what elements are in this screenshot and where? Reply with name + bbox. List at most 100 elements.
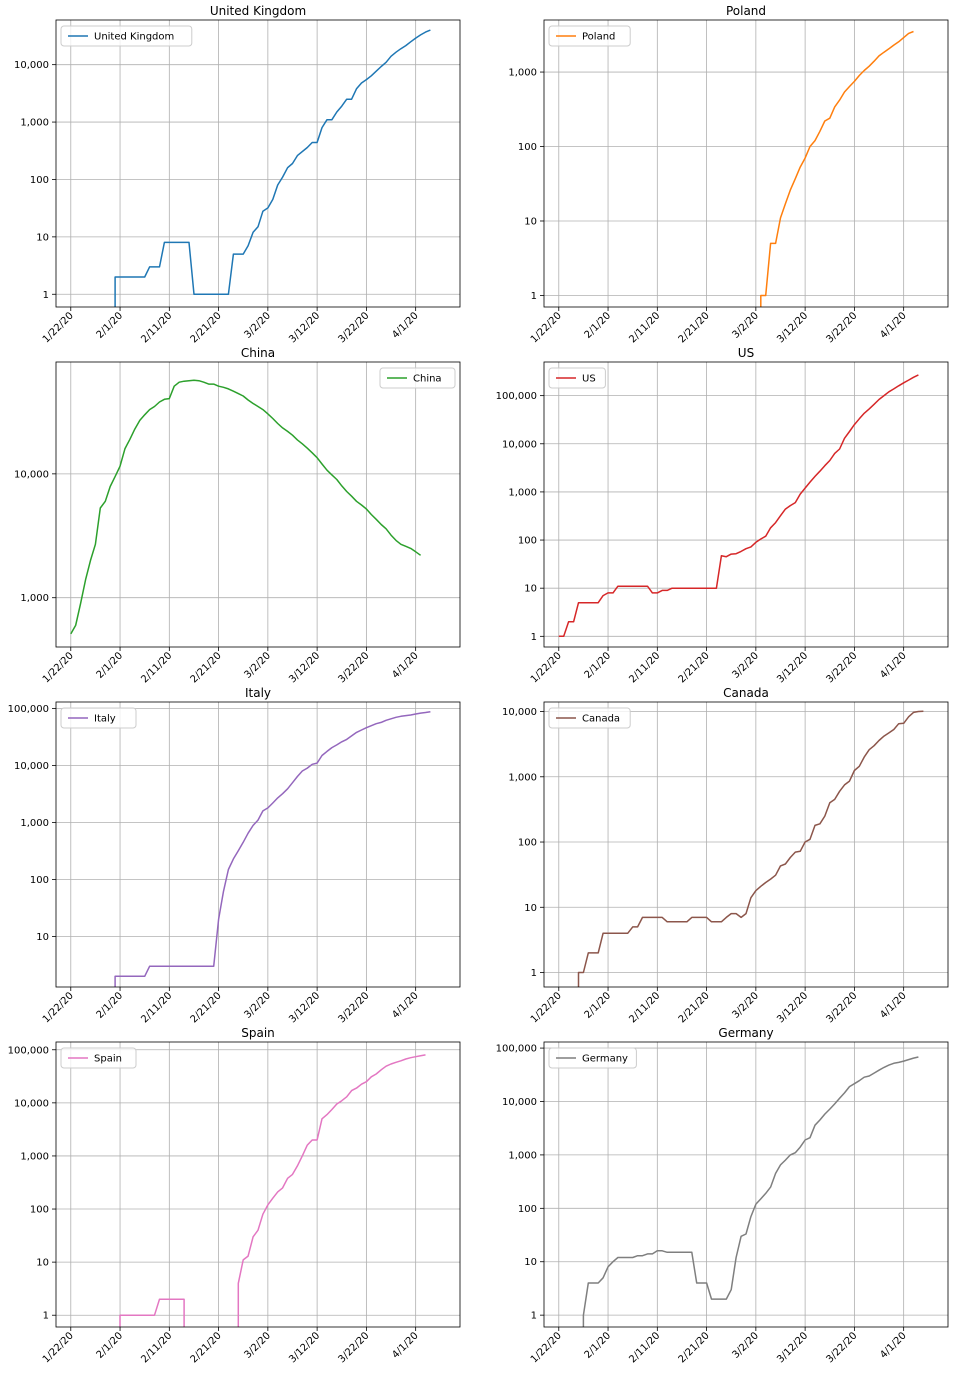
y-tick-label: 1 xyxy=(43,290,49,301)
x-tick-label: 2/11/20 xyxy=(139,310,174,345)
legend-box xyxy=(548,367,606,389)
legend-label: Germany xyxy=(582,1054,628,1065)
y-tick-label: 10,000 xyxy=(14,469,49,480)
x-tick-label: 1/22/20 xyxy=(41,1330,76,1365)
chart-panel-1: 1/22/20 2/1/20 2/11/20 2/21/20 3/2/20 3/12/20… xyxy=(508,4,949,345)
y-tick-label: 1 xyxy=(531,968,537,979)
x-tick-label: 2/1/20 xyxy=(583,310,614,341)
legend: Spain xyxy=(60,1047,137,1069)
x-tick-label: 2/11/20 xyxy=(139,990,174,1025)
chart-title: Spain xyxy=(241,1026,275,1040)
legend-box xyxy=(379,367,456,389)
x-tick-label: 1/22/20 xyxy=(41,990,76,1025)
x-tick-label: 2/21/20 xyxy=(189,310,224,345)
x-tick-label: 2/11/20 xyxy=(627,990,662,1025)
x-tick-label: 3/12/20 xyxy=(775,650,810,685)
legend-label: US xyxy=(582,374,596,385)
x-tick-label: 3/12/20 xyxy=(287,1330,322,1365)
x-tick-label: 1/22/20 xyxy=(529,990,564,1025)
x-tick-label: 2/11/20 xyxy=(627,310,662,345)
y-tick-label: 100 xyxy=(30,175,49,186)
legend: Poland xyxy=(548,25,631,47)
y-tick-label: 10,000 xyxy=(14,60,49,71)
x-tick-label: 4/1/20 xyxy=(878,1330,909,1361)
y-tick-label: 10,000 xyxy=(14,761,49,772)
x-tick-label: 1/22/20 xyxy=(529,310,564,345)
series-line-poland xyxy=(760,30,914,307)
y-tick-label: 10 xyxy=(36,1258,49,1269)
plot-area xyxy=(56,20,460,307)
x-tick-label: 2/21/20 xyxy=(189,1330,224,1365)
x-tick-label: 2/21/20 xyxy=(677,990,712,1025)
x-tick-label: 3/22/20 xyxy=(824,990,859,1025)
chart-title: Poland xyxy=(726,4,766,18)
plot-frame xyxy=(543,701,949,988)
plot-area xyxy=(56,1042,460,1327)
x-tick-label: 3/2/20 xyxy=(730,990,761,1021)
x-tick-label: 3/12/20 xyxy=(775,990,810,1025)
y-tick-label: 10,000 xyxy=(502,439,537,450)
x-tick-label: 2/21/20 xyxy=(189,990,224,1025)
y-tick-label: 100,000 xyxy=(8,1045,49,1056)
x-tick-label: 3/22/20 xyxy=(824,1330,859,1365)
chart-panel-3: 1/22/20 2/1/20 2/11/20 2/21/20 3/2/20 3/12/20… xyxy=(496,346,949,685)
chart-title: Germany xyxy=(718,1026,773,1040)
plot-frame xyxy=(55,19,461,308)
x-tick-label: 1/22/20 xyxy=(41,310,76,345)
series-line-canada xyxy=(577,710,924,987)
legend-label: Spain xyxy=(94,1054,122,1065)
legend-box xyxy=(548,1047,637,1069)
plot-area xyxy=(56,702,460,987)
x-tick-label: 3/12/20 xyxy=(775,1330,810,1365)
x-tick-label: 2/1/20 xyxy=(95,310,126,341)
legend-box xyxy=(548,25,631,47)
legend: Italy xyxy=(60,707,137,729)
legend: US xyxy=(548,367,606,389)
y-tick-label: 1,000 xyxy=(508,68,537,79)
y-tick-label: 10,000 xyxy=(14,1098,49,1109)
legend: Canada xyxy=(548,707,631,729)
y-tick-label: 100 xyxy=(30,875,49,886)
x-tick-label: 3/22/20 xyxy=(336,990,371,1025)
legend-label: United Kingdom xyxy=(94,32,174,43)
plot-frame xyxy=(543,19,949,308)
x-tick-label: 4/1/20 xyxy=(390,1330,421,1361)
y-tick-label: 100 xyxy=(518,838,537,849)
plot-area xyxy=(544,702,948,987)
y-tick-label: 1 xyxy=(43,1311,49,1322)
y-tick-label: 10,000 xyxy=(502,1097,537,1108)
y-tick-label: 100 xyxy=(518,536,537,547)
x-tick-label: 3/22/20 xyxy=(336,650,371,685)
y-tick-label: 100 xyxy=(30,1205,49,1216)
x-tick-label: 3/2/20 xyxy=(730,1330,761,1361)
y-tick-label: 10,000 xyxy=(502,707,537,718)
x-tick-label: 3/22/20 xyxy=(824,310,859,345)
y-tick-label: 1,000 xyxy=(508,1150,537,1161)
x-tick-label: 4/1/20 xyxy=(878,650,909,681)
series-line-italy xyxy=(114,710,431,987)
legend: China xyxy=(379,367,456,389)
y-tick-label: 10 xyxy=(524,903,537,914)
x-tick-label: 3/12/20 xyxy=(775,310,810,345)
legend-box xyxy=(60,25,193,47)
y-tick-label: 1,000 xyxy=(508,772,537,783)
chart-title: Italy xyxy=(245,686,271,700)
plot-frame xyxy=(543,1041,949,1328)
x-tick-label: 3/12/20 xyxy=(287,650,322,685)
x-tick-label: 4/1/20 xyxy=(878,990,909,1021)
y-tick-label: 10 xyxy=(524,1257,537,1268)
x-tick-label: 3/22/20 xyxy=(336,310,371,345)
y-tick-label: 100 xyxy=(518,1204,537,1215)
x-tick-label: 2/1/20 xyxy=(583,1330,614,1361)
plot-frame xyxy=(543,361,949,648)
chart-title: US xyxy=(738,346,754,360)
chart-title: China xyxy=(241,346,275,360)
x-tick-label: 1/22/20 xyxy=(41,650,76,685)
y-tick-label: 1,000 xyxy=(20,1151,49,1162)
x-tick-label: 2/1/20 xyxy=(583,650,614,681)
plot-frame xyxy=(55,701,461,988)
y-tick-label: 10 xyxy=(36,932,49,943)
chart-panel-7: 1/22/20 2/1/20 2/11/20 2/21/20 3/2/20 3/12/20… xyxy=(496,1026,949,1365)
chart-panel-5: 1/22/20 2/1/20 2/11/20 2/21/20 3/2/20 3/12/20… xyxy=(502,686,949,1025)
